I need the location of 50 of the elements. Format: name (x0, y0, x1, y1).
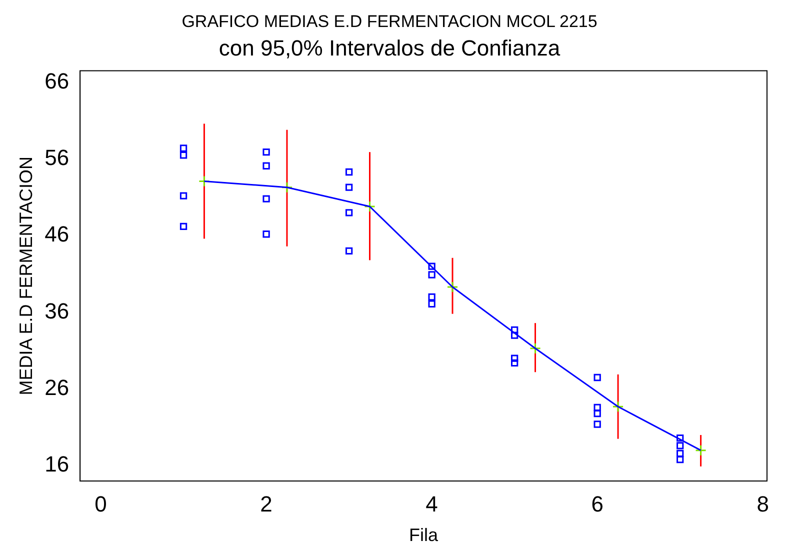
y-tick-label: 66 (44, 68, 70, 94)
point (180, 144, 188, 152)
point (180, 222, 188, 230)
point (510, 332, 518, 339)
point (676, 434, 684, 442)
point (676, 456, 684, 464)
x-tick-label: 8 (756, 491, 769, 516)
point (345, 209, 353, 216)
point (428, 300, 436, 308)
x-tick-label: 2 (260, 491, 272, 516)
point (594, 420, 601, 428)
point (510, 354, 518, 362)
point (510, 359, 518, 366)
y-tick-label: 26 (44, 375, 70, 400)
point (510, 326, 518, 334)
point (695, 444, 707, 456)
point (676, 450, 684, 457)
point (676, 442, 684, 450)
point (428, 262, 436, 270)
x-axis-title: Fila (409, 525, 440, 546)
point (612, 400, 624, 412)
point (345, 184, 353, 191)
point (594, 374, 601, 382)
point (262, 195, 270, 202)
y-tick-label: 16 (44, 452, 70, 477)
y-axis-title: MEDIA E.D FERMENTACION (16, 156, 36, 396)
y-tick-label: 46 (44, 222, 70, 247)
point (428, 293, 436, 301)
point (594, 404, 601, 411)
chart-title: GRAFICO MEDIAS E.D FERMENTACION MCOL 2215 (182, 12, 598, 31)
point (262, 148, 270, 156)
x-tick-label: 6 (591, 491, 604, 516)
x-tick-label: 4 (426, 491, 438, 516)
point (180, 152, 188, 159)
x-tick-label: 0 (94, 491, 107, 516)
chart-subtitle: con 95,0% Intervalos de Confianza (218, 36, 561, 61)
point (281, 182, 293, 194)
y-tick-label: 56 (44, 145, 70, 170)
point (364, 200, 376, 212)
point (345, 168, 353, 176)
point (180, 192, 188, 200)
point (594, 410, 601, 418)
point (446, 281, 458, 293)
point (428, 271, 436, 278)
y-tick-label: 36 (44, 298, 70, 324)
point (345, 247, 353, 255)
point (530, 342, 542, 354)
point (262, 162, 270, 170)
point (262, 230, 270, 238)
point (198, 175, 210, 187)
